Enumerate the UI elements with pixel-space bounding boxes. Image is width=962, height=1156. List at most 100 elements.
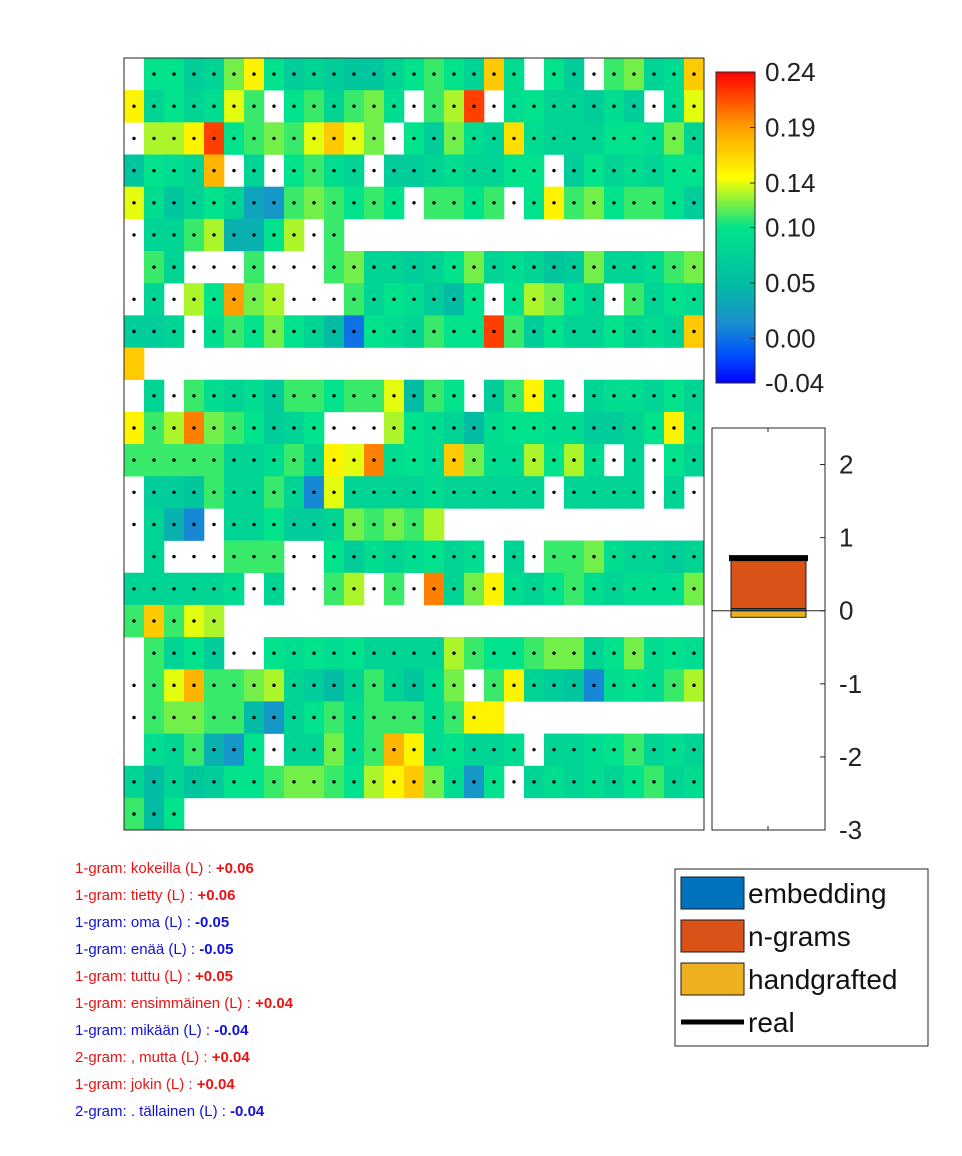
token-dot	[132, 297, 136, 301]
token-dot	[572, 426, 576, 430]
token-dot	[492, 683, 496, 688]
token-dot	[632, 394, 636, 398]
token-dot	[532, 104, 536, 108]
token-dot	[432, 458, 436, 462]
token-dot	[192, 587, 196, 591]
token-dot	[292, 554, 296, 559]
token-dot	[452, 651, 456, 655]
token-dot	[632, 458, 636, 462]
token-dot	[272, 136, 276, 141]
token-dot	[512, 587, 516, 591]
token-dot	[432, 168, 436, 173]
token-dot	[252, 683, 256, 688]
feature-value: +0.06	[198, 887, 236, 904]
token-dot	[232, 490, 236, 494]
token-dot	[412, 72, 416, 76]
token-dot	[532, 554, 536, 559]
feature-line: 2-gram: . tällainen (L) : -0.04	[75, 1103, 265, 1120]
token-dot	[212, 426, 216, 430]
token-dot	[192, 329, 196, 334]
token-dot	[472, 747, 476, 752]
token-dot	[672, 554, 676, 559]
feature-name: 1-gram: tietty (L) :	[75, 887, 198, 904]
token-dot	[592, 683, 596, 688]
token-dot	[352, 715, 356, 720]
token-dot	[612, 329, 616, 334]
feature-line: 1-gram: enää (L) : -0.05	[75, 941, 233, 958]
feature-line: 2-gram: , mutta (L) : +0.04	[75, 1049, 250, 1066]
token-dot	[192, 394, 196, 398]
token-dot	[412, 329, 416, 334]
token-dot	[332, 426, 336, 430]
token-dot	[552, 265, 556, 269]
token-dot	[632, 651, 636, 655]
token-dot	[272, 72, 276, 76]
token-dot	[492, 265, 496, 269]
token-dot	[652, 104, 656, 108]
token-dot	[272, 554, 276, 559]
token-dot	[412, 490, 416, 494]
token-dot	[652, 168, 656, 173]
token-dot	[612, 136, 616, 141]
token-dot	[492, 554, 496, 559]
token-dot	[152, 201, 156, 205]
token-dot	[372, 554, 376, 559]
token-dot	[352, 104, 356, 108]
token-dot	[212, 522, 216, 527]
token-dot	[192, 426, 196, 430]
token-dot	[632, 329, 636, 334]
token-dot	[232, 394, 236, 398]
token-dot	[592, 297, 596, 301]
token-dot	[172, 619, 176, 623]
token-dot	[292, 651, 296, 655]
token-dot	[352, 168, 356, 173]
token-dot	[572, 297, 576, 301]
token-dot	[572, 587, 576, 591]
token-dot	[232, 233, 236, 237]
token-dot	[372, 394, 376, 398]
token-dot	[572, 458, 576, 462]
token-dot	[172, 522, 176, 527]
token-dot	[472, 104, 476, 108]
token-dot	[652, 458, 656, 462]
heatmap-cell	[484, 701, 505, 734]
token-dot	[432, 201, 436, 205]
token-dot	[272, 297, 276, 301]
token-dot	[272, 426, 276, 430]
token-dot	[192, 201, 196, 205]
token-dot	[312, 104, 316, 108]
token-dot	[592, 554, 596, 559]
token-dot	[252, 265, 256, 269]
legend-label: embedding	[748, 878, 887, 909]
token-dot	[532, 265, 536, 269]
token-dot	[392, 651, 396, 655]
token-dot	[412, 554, 416, 559]
feature-value: -0.05	[195, 914, 229, 931]
token-dot	[192, 458, 196, 462]
token-dot	[272, 168, 276, 173]
token-dot	[452, 104, 456, 108]
token-dot	[232, 297, 236, 301]
token-dot	[252, 522, 256, 527]
token-dot	[672, 394, 676, 398]
bar-tick-label: 0	[839, 596, 853, 626]
token-dot	[272, 490, 276, 494]
token-dot	[452, 715, 456, 720]
token-dot	[552, 780, 556, 784]
token-dot	[372, 651, 376, 655]
token-dot	[592, 201, 596, 205]
token-dot	[152, 747, 156, 752]
token-dot	[512, 780, 516, 784]
token-dot	[532, 394, 536, 398]
token-dot	[272, 104, 276, 108]
token-dot	[672, 72, 676, 76]
token-dot	[592, 265, 596, 269]
token-dot	[492, 297, 496, 301]
token-dot	[172, 233, 176, 237]
bar-handgrafted	[730, 610, 807, 618]
token-dot	[212, 683, 216, 688]
token-dot	[292, 329, 296, 334]
legend: embedding n-grams handgrafted real	[674, 868, 929, 1047]
token-dot	[132, 104, 136, 108]
token-dot	[232, 651, 236, 655]
